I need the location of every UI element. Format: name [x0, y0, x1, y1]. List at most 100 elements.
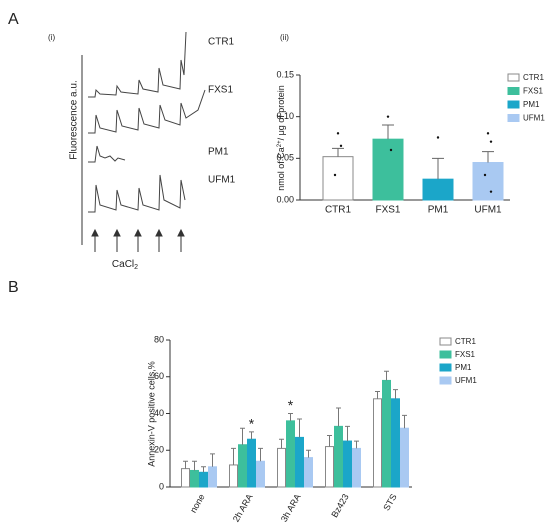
y-label: nmol of Ca2+/ μg of protein	[276, 85, 286, 191]
y-tick-label: 0.15	[276, 69, 294, 79]
bar	[343, 440, 352, 488]
trace	[88, 31, 187, 98]
bar	[238, 444, 247, 488]
error-bar	[297, 418, 302, 438]
y-tick-label: 40	[154, 408, 164, 418]
bar	[304, 457, 313, 488]
bar	[181, 468, 190, 488]
x-tick-label: CTR1	[325, 205, 352, 216]
data-point	[336, 132, 340, 135]
bar	[334, 425, 343, 488]
error-bar	[354, 440, 359, 449]
bar	[325, 446, 334, 488]
y-tick-label: 60	[154, 371, 164, 381]
error-bar	[231, 447, 236, 465]
bar	[372, 138, 404, 201]
error-bar	[192, 460, 197, 471]
bar	[256, 460, 265, 488]
data-point	[389, 148, 393, 152]
error-bar	[384, 370, 389, 381]
y-tick-label: 0.00	[276, 194, 294, 204]
bar	[352, 447, 361, 488]
error-bar	[288, 413, 293, 421]
bar	[472, 162, 504, 201]
bar	[391, 398, 400, 488]
bar	[247, 438, 256, 488]
error-bar	[183, 460, 188, 469]
x-label: CaCl2	[112, 259, 138, 271]
x-tick-label: none	[188, 492, 207, 514]
error-bar	[327, 435, 332, 447]
trace-label: CTR1	[208, 37, 235, 48]
error-bar	[402, 414, 407, 429]
x-tick-label: STS	[381, 492, 398, 512]
panel-label: B	[8, 279, 19, 296]
legend-swatch	[507, 100, 520, 109]
legend-label: PM1	[455, 363, 472, 372]
data-point	[483, 173, 487, 177]
annotation: *	[288, 397, 294, 413]
error-bar	[249, 431, 254, 440]
subpanel-label: (ii)	[280, 33, 289, 42]
legend-label: FXS1	[455, 350, 476, 359]
data-point	[489, 140, 493, 143]
subpanel-label: (i)	[48, 33, 55, 42]
y-tick-label: 20	[154, 445, 164, 455]
error-bar	[336, 407, 341, 427]
trace-label: FXS1	[208, 85, 233, 96]
x-tick-label: 3h ARA	[279, 492, 303, 523]
error-bar	[382, 124, 394, 140]
y-label: Annexin-V positive cells,%	[146, 361, 156, 467]
error-bar	[201, 466, 206, 473]
y-tick-label: 0.05	[276, 153, 294, 163]
bar	[199, 471, 208, 488]
y-tick-label: 80	[154, 334, 164, 344]
trace	[88, 145, 126, 163]
trace-label: PM1	[208, 147, 229, 158]
x-tick-label: 2h ARA	[231, 492, 255, 523]
data-point	[386, 115, 390, 118]
data-point	[339, 144, 343, 148]
bar	[286, 420, 295, 488]
error-bar	[345, 425, 350, 442]
legend-swatch	[439, 363, 452, 372]
panel-label: A	[8, 11, 19, 28]
bar	[295, 436, 304, 488]
error-bar	[482, 151, 494, 163]
data-point	[436, 136, 440, 139]
legend-label: PM1	[523, 100, 540, 109]
x-tick-label: Bz423	[329, 492, 350, 519]
legend-label: CTR1	[523, 73, 544, 82]
error-bar	[306, 449, 311, 458]
data-point	[333, 173, 337, 177]
legend-swatch	[439, 337, 452, 346]
error-bar	[279, 438, 284, 449]
y-tick-label: 0.10	[276, 111, 294, 121]
error-bar	[258, 447, 263, 462]
bar	[190, 469, 199, 488]
legend-swatch	[439, 376, 452, 385]
trace-label: UFM1	[208, 175, 236, 186]
bar	[373, 398, 382, 488]
x-tick-label: FXS1	[375, 205, 400, 216]
data-point	[486, 132, 490, 135]
error-bar	[432, 157, 444, 180]
bar	[208, 466, 217, 488]
x-tick-label: UFM1	[474, 205, 502, 216]
legend-swatch	[507, 73, 520, 82]
legend-swatch	[439, 350, 452, 359]
trace	[88, 89, 206, 134]
error-bar	[210, 453, 215, 467]
annotation: *	[249, 416, 255, 432]
legend-label: CTR1	[455, 337, 476, 346]
y-tick-label: 0	[159, 481, 164, 491]
x-tick-label: PM1	[428, 205, 449, 216]
legend-label: UFM1	[455, 376, 477, 385]
legend-label: UFM1	[523, 114, 545, 123]
legend-swatch	[507, 114, 520, 122]
data-point	[489, 190, 493, 193]
legend-swatch	[507, 87, 520, 95]
bar	[422, 178, 454, 201]
bar	[382, 379, 391, 488]
